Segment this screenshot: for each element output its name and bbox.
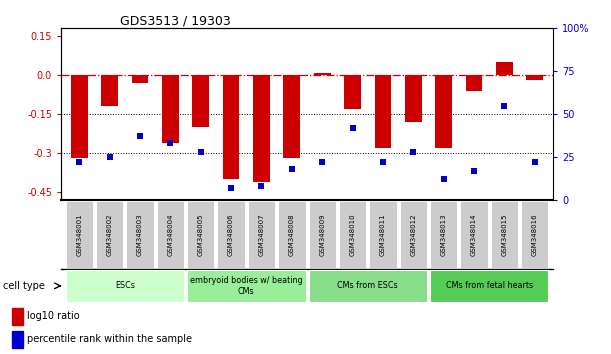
Bar	[466, 75, 482, 91]
Point	[196, 149, 206, 155]
FancyBboxPatch shape	[430, 201, 457, 268]
Point	[439, 177, 448, 182]
Bar	[253, 75, 270, 182]
Text: GSM348007: GSM348007	[258, 213, 265, 256]
Text: GSM348013: GSM348013	[441, 213, 447, 256]
FancyBboxPatch shape	[126, 201, 154, 268]
FancyBboxPatch shape	[491, 201, 518, 268]
FancyBboxPatch shape	[278, 201, 306, 268]
Bar	[375, 75, 391, 148]
Bar	[71, 75, 87, 158]
FancyBboxPatch shape	[521, 201, 549, 268]
Text: cell type: cell type	[3, 281, 45, 291]
Point	[75, 159, 84, 165]
Bar	[527, 75, 543, 80]
Text: CMs from fetal hearts: CMs from fetal hearts	[445, 281, 533, 290]
Bar	[101, 75, 118, 106]
Point	[257, 183, 266, 189]
Bar	[405, 75, 422, 122]
Text: GSM348009: GSM348009	[319, 213, 325, 256]
Point	[135, 134, 145, 139]
Point	[530, 159, 540, 165]
Bar	[344, 75, 361, 109]
Point	[499, 103, 509, 108]
Text: CMs from ESCs: CMs from ESCs	[337, 281, 398, 290]
Bar	[12, 331, 23, 348]
Bar	[162, 75, 179, 143]
Text: GSM348010: GSM348010	[349, 213, 356, 256]
Text: GSM348008: GSM348008	[289, 213, 295, 256]
Text: GSM348011: GSM348011	[380, 213, 386, 256]
FancyBboxPatch shape	[248, 201, 275, 268]
Point	[226, 185, 236, 191]
Bar	[314, 73, 331, 75]
FancyBboxPatch shape	[157, 201, 184, 268]
Point	[408, 149, 418, 155]
Point	[378, 159, 388, 165]
FancyBboxPatch shape	[369, 201, 397, 268]
Text: GDS3513 / 19303: GDS3513 / 19303	[120, 14, 231, 27]
Text: ESCs: ESCs	[115, 281, 135, 290]
Bar	[435, 75, 452, 148]
Point	[287, 166, 297, 172]
Text: GSM348002: GSM348002	[107, 213, 112, 256]
FancyBboxPatch shape	[218, 201, 245, 268]
FancyBboxPatch shape	[96, 201, 123, 268]
FancyBboxPatch shape	[339, 201, 366, 268]
FancyBboxPatch shape	[309, 201, 336, 268]
Point	[105, 154, 115, 160]
Text: GSM348006: GSM348006	[228, 213, 234, 256]
Point	[469, 168, 479, 174]
FancyBboxPatch shape	[187, 270, 306, 302]
Text: GSM348012: GSM348012	[411, 213, 416, 256]
FancyBboxPatch shape	[187, 201, 214, 268]
FancyBboxPatch shape	[65, 270, 184, 302]
Text: GSM348001: GSM348001	[76, 213, 82, 256]
Bar	[12, 308, 23, 325]
FancyBboxPatch shape	[400, 201, 427, 268]
Bar	[496, 62, 513, 75]
Point	[348, 125, 357, 131]
Bar	[223, 75, 240, 179]
Text: GSM348003: GSM348003	[137, 213, 143, 256]
Bar	[132, 75, 148, 83]
FancyBboxPatch shape	[309, 270, 427, 302]
Text: log10 ratio: log10 ratio	[27, 312, 79, 321]
Text: GSM348014: GSM348014	[471, 213, 477, 256]
Text: embryoid bodies w/ beating
CMs: embryoid bodies w/ beating CMs	[190, 276, 302, 296]
Text: GSM348004: GSM348004	[167, 213, 174, 256]
Bar	[192, 75, 209, 127]
Bar	[284, 75, 300, 158]
Point	[166, 141, 175, 146]
Point	[317, 159, 327, 165]
FancyBboxPatch shape	[460, 201, 488, 268]
Text: GSM348016: GSM348016	[532, 213, 538, 256]
FancyBboxPatch shape	[65, 201, 93, 268]
Text: GSM348015: GSM348015	[502, 213, 507, 256]
Text: GSM348005: GSM348005	[198, 213, 203, 256]
FancyBboxPatch shape	[430, 270, 549, 302]
Text: percentile rank within the sample: percentile rank within the sample	[27, 335, 192, 344]
